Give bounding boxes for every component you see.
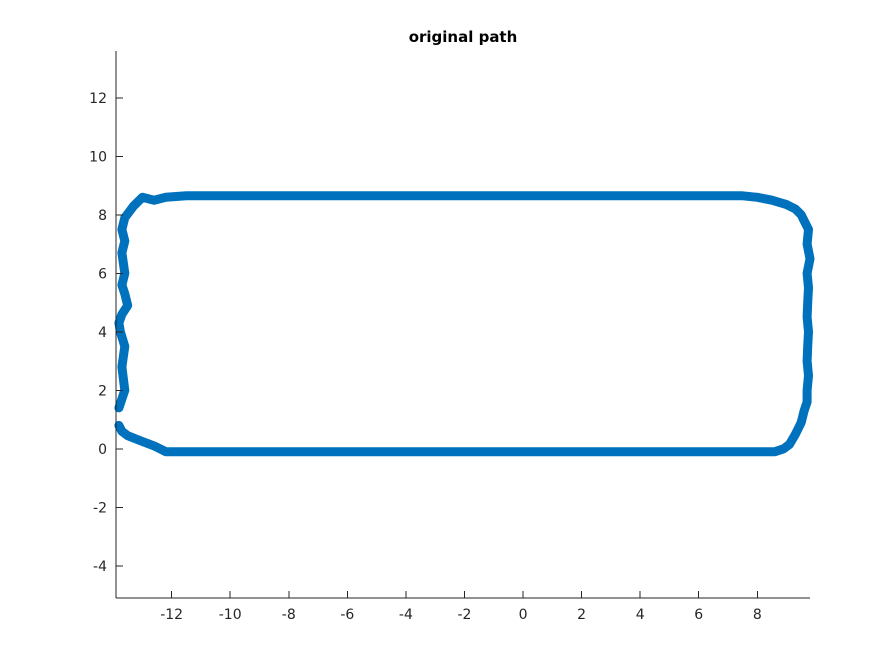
- y-tick-label: 0: [98, 442, 107, 458]
- x-tick-label: -10: [219, 607, 242, 623]
- x-tick-label: -4: [399, 607, 413, 623]
- series-layer: [114, 191, 815, 457]
- y-tick-label: 2: [98, 383, 107, 399]
- x-tick-label: 8: [753, 607, 762, 623]
- y-axis-ticks: -4 -2 0 2 4 6 8 10 12: [89, 91, 123, 575]
- x-tick-label: 2: [577, 607, 586, 623]
- y-tick-label: 4: [98, 325, 107, 341]
- x-tick-label: -6: [340, 607, 354, 623]
- x-tick-label: 0: [519, 607, 528, 623]
- x-tick-label: 4: [636, 607, 645, 623]
- path-series-line: [114, 191, 815, 457]
- y-tick-label: -2: [93, 500, 107, 516]
- axes: -12 -10 -8 -6 -4 -2 0 2 4 6 8 -4 -2 0 2 4 6 8 10 12: [89, 51, 810, 623]
- y-tick-label: 12: [89, 91, 107, 107]
- y-tick-label: 10: [89, 149, 107, 165]
- plot-area: [114, 191, 815, 457]
- x-tick-label: 6: [694, 607, 703, 623]
- chart-title: original path: [409, 28, 518, 46]
- y-tick-label: -4: [93, 559, 107, 575]
- x-tick-label: -12: [160, 607, 183, 623]
- x-tick-label: -8: [282, 607, 296, 623]
- x-axis-ticks: -12 -10 -8 -6 -4 -2 0 2 4 6 8: [160, 591, 762, 623]
- y-tick-label: 8: [98, 208, 107, 224]
- y-tick-label: 6: [98, 266, 107, 282]
- x-tick-label: -2: [457, 607, 471, 623]
